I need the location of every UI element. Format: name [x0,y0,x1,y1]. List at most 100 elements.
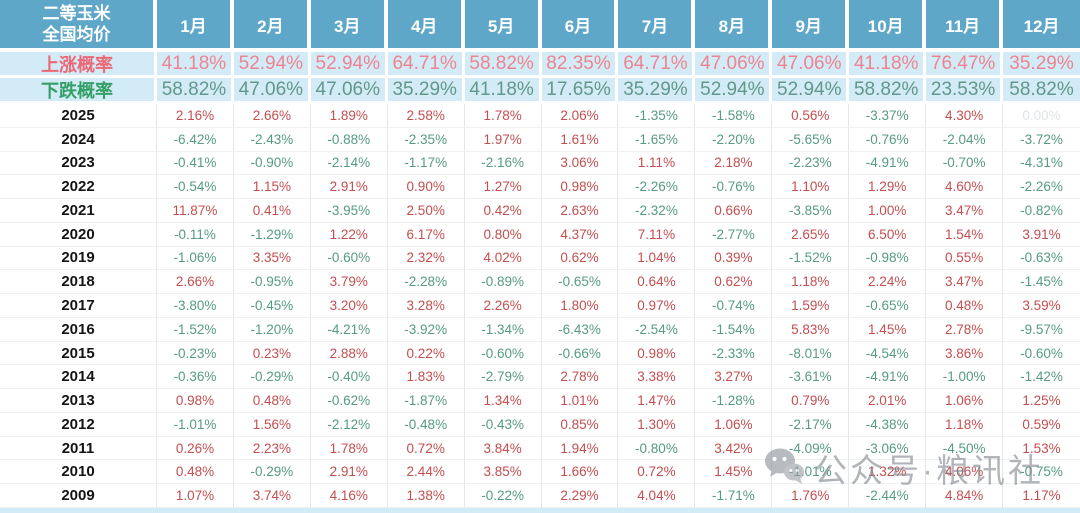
value-cell-2021-m3: -3.95% [310,199,388,223]
value-cell-2009-m10: -2.44% [849,484,927,509]
value-cell-2024-m9: -5.65% [772,127,850,152]
year-row-2017: 2017 -3.80% -0.45% 3.20% 3.28% 2.26% 1.80% 0.97… [0,294,1080,318]
value-cell-2018-m11: 3.47% [926,270,1004,295]
value-cell-2024-m7: -1.65% [618,127,696,152]
year-row-2009: 2009 1.07% 3.74% 4.16% 1.38% -0.22% 2.29% 4.04%… [0,484,1080,509]
value-cell-2015-m11: 3.86% [926,341,1004,366]
value-cell-2014-m7: 3.38% [618,365,696,390]
year-row-2024: 2024 -6.42% -2.43% -0.88% -2.35% 1.97% 1.61% -1… [0,127,1080,152]
value-cell-2012-m12: 0.59% [1003,412,1080,437]
value-cell-2010-m5: 3.85% [464,460,542,485]
value-cell-2011-m4: 0.72% [387,436,465,461]
year-row-2013: 2013 0.98% 0.48% -0.62% -1.87% 1.34% 1.01% 1.47… [0,389,1080,413]
value-cell-2009-m12: 1.17% [1003,484,1080,509]
year-row-2010: 2010 0.48% -0.29% 2.91% 2.44% 3.85% 1.66% 0.72%… [0,460,1080,485]
value-cell-2013-m6: 1.01% [541,389,619,413]
value-cell-2018-m12: -1.45% [1003,270,1080,295]
down-probability-value-m3: 47.06% [310,78,388,101]
value-cell-2025-m5: 1.78% [464,104,542,128]
value-cell-2023-m9: -2.23% [772,151,850,176]
value-cell-2015-m7: 0.98% [618,341,696,366]
month-header-5: 5月 [464,0,542,48]
month-header-3: 3月 [310,0,388,48]
year-row-2018: 2018 2.66% -0.95% 3.79% -2.28% -0.89% -0.65% 0.… [0,270,1080,295]
year-row-2025: 2025 2.16% 2.66% 1.89% 2.58% 1.78% 2.06% -1.35%… [0,104,1080,128]
value-cell-2015-m10: -4.54% [849,341,927,366]
value-cell-2009-m1: 1.07% [157,484,234,509]
value-cell-2014-m1: -0.36% [157,365,234,390]
year-row-2011: 2011 0.26% 2.23% 1.78% 0.72% 3.84% 1.94% -0.80%… [0,436,1080,461]
value-cell-2013-m2: 0.48% [233,389,311,413]
value-cell-2012-m1: -1.01% [157,412,234,437]
value-cell-2021-m7: -2.32% [618,199,696,223]
down-probability-value-m5: 41.18% [464,78,542,101]
value-cell-2011-m11: -4.50% [926,436,1004,461]
value-cell-2014-m9: -3.61% [772,365,850,390]
down-probability-value-m6: 17.65% [541,78,619,101]
value-cell-2013-m5: 1.34% [464,389,542,413]
value-cell-2013-m12: 1.25% [1003,389,1080,413]
value-cell-2020-m9: 2.65% [772,222,850,247]
header-row: 二等玉米 全国均价 1月 2月 3月 4月 5月 6月 7月 8月 9月 10月 11月 12月 [0,0,1080,48]
value-cell-2017-m5: 2.26% [464,294,542,318]
value-cell-2015-m1: -0.23% [157,341,234,366]
value-cell-2019-m2: 3.35% [233,246,311,271]
value-cell-2009-m9: 1.76% [772,484,850,509]
value-cell-2022-m1: -0.54% [157,175,234,200]
value-cell-2013-m3: -0.62% [310,389,388,413]
value-cell-2015-m4: 0.22% [387,341,465,366]
value-cell-2020-m8: -2.77% [695,222,773,247]
value-cell-2020-m3: 1.22% [310,222,388,247]
value-cell-2011-m5: 3.84% [464,436,542,461]
value-cell-2015-m12: -0.60% [1003,341,1080,366]
value-cell-2016-m9: 5.83% [772,317,850,342]
year-label-2018: 2018 [0,270,157,295]
value-cell-2022-m11: 4.60% [926,175,1004,200]
year-row-2015: 2015 -0.23% 0.23% 2.88% 0.22% -0.60% -0.66% 0.9… [0,341,1080,366]
year-row-2014: 2014 -0.36% -0.29% -0.40% 1.83% -2.79% 2.78% 3.… [0,365,1080,390]
value-cell-2016-m4: -3.92% [387,317,465,342]
up-probability-value-m5: 58.82% [464,52,542,75]
value-cell-2016-m12: -9.57% [1003,317,1080,342]
value-cell-2018-m8: 0.62% [695,270,773,295]
table-title-line: 全国均价 [42,25,111,44]
value-cell-2023-m11: -0.70% [926,151,1004,176]
year-label-2024: 2024 [0,127,157,152]
value-cell-2022-m7: -2.26% [618,175,696,200]
value-cell-2016-m1: -1.52% [157,317,234,342]
value-cell-2023-m10: -4.91% [849,151,927,176]
value-cell-2013-m10: 2.01% [849,389,927,413]
value-cell-2018-m7: 0.64% [618,270,696,295]
value-cell-2009-m8: -1.71% [695,484,773,509]
value-cell-2010-m7: 0.72% [618,460,696,485]
month-header-8: 8月 [695,0,773,48]
value-cell-2013-m11: 1.06% [926,389,1004,413]
value-cell-2011-m10: -3.06% [849,436,927,461]
value-cell-2017-m10: -0.65% [849,294,927,318]
value-cell-2012-m2: 1.56% [233,412,311,437]
value-cell-2010-m4: 2.44% [387,460,465,485]
value-cell-2019-m3: -0.60% [310,246,388,271]
month-header-1: 1月 [157,0,234,48]
year-label-2022: 2022 [0,175,157,200]
value-cell-2023-m12: -4.31% [1003,151,1080,176]
year-label-2013: 2013 [0,389,157,413]
value-cell-2023-m2: -0.90% [233,151,311,176]
down-probability-value-m12: 58.82% [1003,78,1080,101]
value-cell-2016-m2: -1.20% [233,317,311,342]
rise-probability-label: 上涨概率 [0,52,157,75]
value-cell-2024-m4: -2.35% [387,127,465,152]
year-label-2016: 2016 [0,317,157,342]
value-cell-2023-m4: -1.17% [387,151,465,176]
value-cell-2010-m2: -0.29% [233,460,311,485]
value-cell-2019-m1: -1.06% [157,246,234,271]
value-cell-2016-m8: -1.54% [695,317,773,342]
year-rows-container: 2025 2.16% 2.66% 1.89% 2.58% 1.78% 2.06% -1.35%… [0,104,1080,509]
value-cell-2024-m12: -3.72% [1003,127,1080,152]
value-cell-2010-m3: 2.91% [310,460,388,485]
month-header-11: 11月 [926,0,1004,48]
value-cell-2013-m7: 1.47% [618,389,696,413]
year-label-2025: 2025 [0,104,157,128]
value-cell-2024-m8: -2.20% [695,127,773,152]
up-probability-value-m2: 52.94% [233,52,311,75]
